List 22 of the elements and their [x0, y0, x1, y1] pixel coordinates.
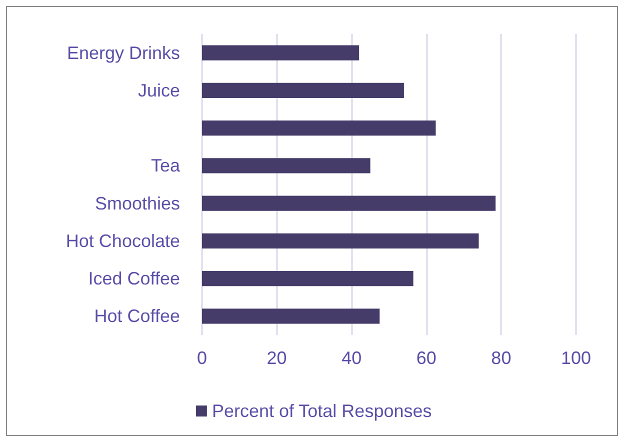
x-tick-label: 20 [266, 348, 287, 368]
bar [202, 233, 479, 248]
y-tick-label: Energy Drinks [66, 42, 180, 63]
y-tick-label: Smoothies [94, 193, 180, 214]
bar [202, 45, 360, 60]
y-tick-label: Iced Coffee [88, 268, 180, 289]
x-tick-label: 100 [560, 348, 592, 368]
bar [202, 120, 436, 136]
y-tick-label: Hot Chocolate [66, 230, 180, 251]
x-tick-label: 40 [342, 348, 362, 368]
bar [202, 271, 414, 286]
x-tick-label: 80 [491, 348, 512, 368]
y-tick-label: Hot Coffee [94, 306, 180, 326]
bar [202, 82, 404, 98]
bar [202, 196, 496, 211]
bar [202, 158, 370, 174]
bar [202, 308, 380, 324]
x-tick-label: 60 [416, 348, 436, 368]
x-tick-label: 0 [196, 348, 208, 368]
legend-label: Percent of Total Responses [212, 401, 432, 421]
y-tick-label: Tea [150, 156, 181, 176]
y-tick-label: Juice [138, 80, 180, 100]
